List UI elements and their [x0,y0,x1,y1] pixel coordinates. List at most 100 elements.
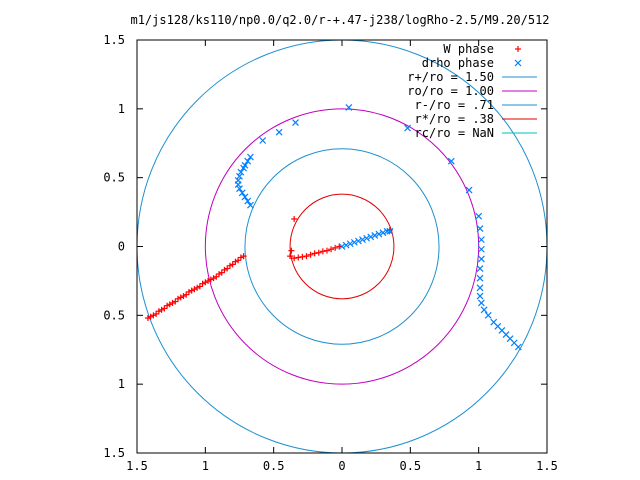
legend-label: W phase [443,42,494,56]
w-phase-point [205,277,212,284]
drho-phase-point [447,157,455,165]
w-phase-point [221,266,228,273]
w-phase-point [196,283,203,290]
w-phase-point [224,265,231,272]
w-phase-point [307,251,314,258]
drho-phase-point [476,225,484,233]
w-phase-point [183,291,190,298]
w-phase-point [202,279,209,286]
w-phase-point [153,310,160,317]
drho-phase-point [475,212,483,220]
w-phase-point [164,302,171,309]
y-tick-label: 0 [118,240,125,254]
x-tick-label: 0 [338,459,345,473]
w-phase-point [319,248,326,255]
drho-phase-point [367,233,375,241]
w-phase-point [191,286,198,293]
w-phase-point [287,253,294,260]
drho-phase-point [514,343,522,351]
w-phase-point [315,249,322,256]
x-tick-label: 0.5 [263,459,285,473]
drho-phase-point [476,292,484,300]
w-phase-point [303,253,310,260]
w-phase-point [299,253,306,260]
drho-phase-point [338,243,346,250]
drho-phase-point [477,255,485,263]
drho-phase-point [477,299,485,307]
drho-phase-point [275,128,283,136]
drho-phase-point [484,311,492,319]
drho-phase-point [236,172,243,180]
drho-phase-point [476,284,484,292]
w-phase-point [311,250,318,257]
drho-phase-point [236,185,243,193]
drho-phase-point [477,236,485,244]
w-phase-point [213,273,220,280]
drho-phase-point [241,193,249,201]
w-phase-point [180,293,187,300]
w-phase-point [158,306,165,313]
y-tick-label: 1 [118,102,125,116]
w-phase-point [291,215,298,222]
w-phase-point [295,254,302,261]
y-tick-label: 0.5 [103,308,125,322]
drho-phase-point [238,189,246,197]
x-tick-label: 1.5 [536,459,558,473]
w-phase-point [177,294,184,301]
y-tick-label: 0.5 [103,171,125,185]
chart-title: m1/js128/ks110/np0.0/q2.0/r-+.47-j238/lo… [130,13,549,27]
w-phase-point [172,298,179,305]
legend-label: r*/ro = .38 [415,112,494,126]
drho-phase-point [259,137,267,144]
y-tick-label: 1.5 [103,33,125,47]
drho-phase-point [234,176,242,184]
circle-r-ro [244,148,440,345]
x-tick-label: 1 [475,459,482,473]
legend-swatch-w-phase [515,46,521,52]
drho-phase-point [476,265,484,272]
w-phase-point [161,305,168,312]
w-phase-point [199,280,206,287]
drho-phase-point [247,201,254,209]
drho-phase-point [476,274,484,282]
w-phase-point [210,275,217,282]
drho-phase-point [241,161,249,169]
legend-label: ro/ro = 1.00 [407,84,494,98]
w-phase-point [240,253,247,260]
drho-phase-point [244,157,252,165]
drho-phase-point [386,227,394,235]
w-phase-point [218,269,225,276]
y-tick-label: 1.5 [103,446,125,460]
drho-phase-point [363,234,371,242]
drho-phase-point [379,229,387,237]
drho-phase-point [342,241,350,249]
legend-label: rc/ro = NaN [415,126,494,140]
legend-swatch-drho-phase [514,59,522,67]
w-phase-point [232,258,239,265]
drho-phase-point [371,232,379,239]
w-phase-point [166,301,173,308]
w-phase-point [226,262,233,269]
w-phase-point [150,312,157,319]
w-phase-point [155,308,162,315]
w-phase-point [291,255,298,262]
legend-label: r-/ro = .71 [415,98,494,112]
drho-phase-point [345,104,353,111]
w-phase-point [207,276,214,283]
w-phase-point [229,261,236,268]
drho-phase-point [375,230,383,238]
drho-phase-point [359,236,366,244]
drho-phase-point [480,306,488,314]
w-phase-point [185,288,192,295]
drho-phase-point [237,168,245,176]
w-phase-point [332,244,339,251]
drho-phase-point [244,197,252,205]
circle-r-ro [289,193,395,300]
w-phase-point [147,313,154,320]
w-phase-point [323,247,330,254]
w-phase-point [328,246,335,253]
w-phase-point [144,315,151,322]
